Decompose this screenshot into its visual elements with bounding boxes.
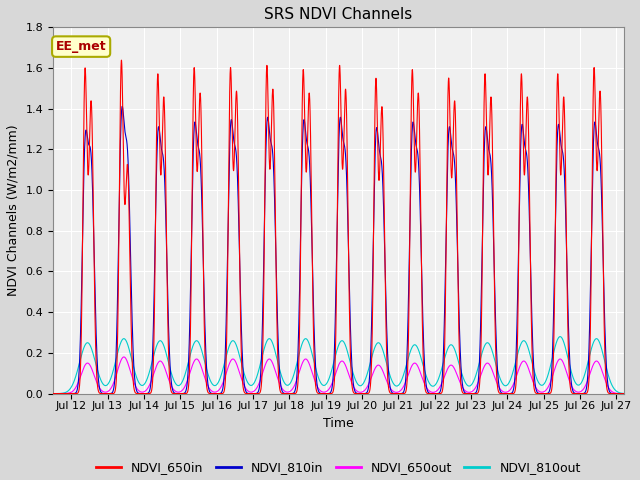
Text: EE_met: EE_met xyxy=(56,40,106,53)
X-axis label: Time: Time xyxy=(323,417,354,430)
Y-axis label: NDVI Channels (W/m2/mm): NDVI Channels (W/m2/mm) xyxy=(7,125,20,296)
Legend: NDVI_650in, NDVI_810in, NDVI_650out, NDVI_810out: NDVI_650in, NDVI_810in, NDVI_650out, NDV… xyxy=(91,456,586,479)
Title: SRS NDVI Channels: SRS NDVI Channels xyxy=(264,7,413,22)
